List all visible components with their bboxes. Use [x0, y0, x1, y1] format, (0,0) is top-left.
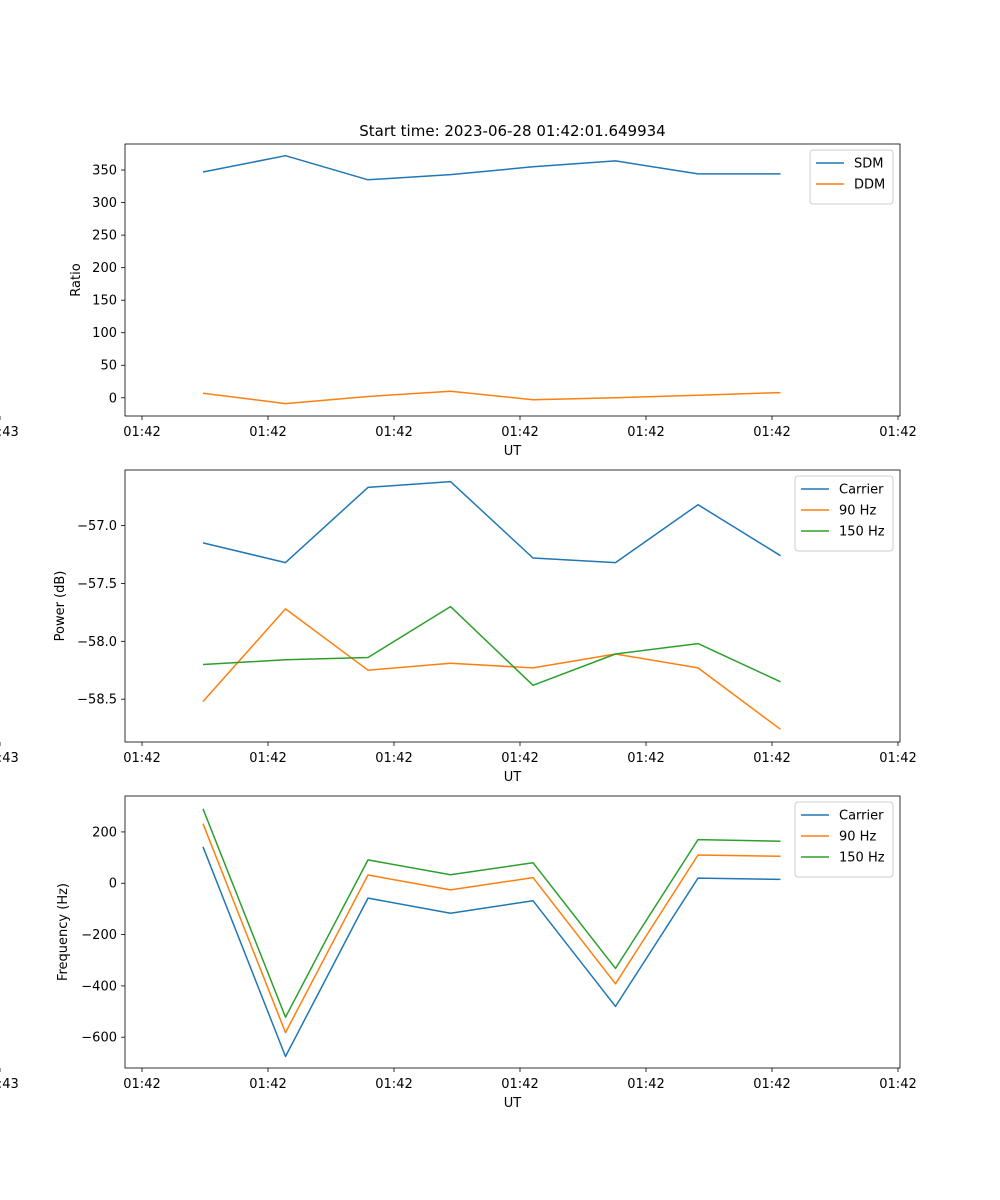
axes-frame	[124, 143, 901, 417]
legend-label: 150 Hz	[839, 525, 885, 540]
axes-frame	[124, 795, 901, 1069]
y-tick-label: −57.5	[77, 577, 117, 592]
x-tick-label: 01:43	[0, 425, 19, 440]
y-tick-label: 200	[92, 261, 117, 276]
x-tick-label: 01:42	[753, 1077, 790, 1092]
x-tick-label: 01:42	[501, 425, 538, 440]
x-tick-label: 01:43	[0, 1077, 19, 1092]
x-tick-label: 01:42	[753, 425, 790, 440]
x-tick-label: 01:42	[123, 425, 160, 440]
y-axis-label: Ratio	[69, 263, 84, 296]
legend-label: Carrier	[839, 809, 884, 824]
chart-panel-3: 01:42 01:42 01:42 01:42 01:42 01:42 01:42 01:43…	[0, 795, 917, 1111]
series-line-90-hz	[202, 823, 781, 1034]
series-line-carrier	[202, 846, 781, 1058]
x-tick-label: 01:42	[249, 751, 286, 766]
x-tick-label: 01:42	[627, 425, 664, 440]
x-tick-label: 01:42	[627, 751, 664, 766]
x-axis-label: UT	[504, 770, 522, 785]
y-tick-label: −600	[81, 1031, 117, 1046]
x-tick-label: 01:43	[0, 751, 19, 766]
y-tick-label: 150	[92, 294, 117, 309]
x-tick-label: 01:42	[123, 1077, 160, 1092]
x-tick-label: 01:42	[375, 425, 412, 440]
y-tick-label: 250	[92, 229, 117, 244]
x-tick-label: 01:42	[501, 1077, 538, 1092]
y-tick-label: −58.0	[77, 635, 117, 650]
chart-panel-1: 01:42 01:42 01:42 01:42 01:42 01:42 01:42 01:43…	[0, 143, 917, 459]
y-tick-label: 100	[92, 326, 117, 341]
series-line-90-hz	[202, 608, 781, 730]
y-tick-label: 300	[92, 196, 117, 211]
figure-title: Start time: 2023-06-28 01:42:01.649934	[359, 122, 665, 140]
series-line-150-hz	[202, 605, 781, 687]
y-tick-label: −200	[81, 928, 117, 943]
y-tick-label: 0	[109, 391, 117, 406]
legend: Carrier 90 Hz 150 Hz	[794, 475, 894, 552]
x-tick-label: 01:42	[375, 751, 412, 766]
series-line-ddm	[202, 390, 781, 405]
y-axis-label: Power (dB)	[53, 571, 68, 642]
x-tick-label: 01:42	[375, 1077, 412, 1092]
y-tick-label: 350	[92, 164, 117, 179]
x-tick-label: 01:42	[879, 425, 916, 440]
x-tick-label: 01:42	[879, 751, 916, 766]
legend-label: 90 Hz	[839, 830, 876, 845]
x-tick-label: 01:42	[879, 1077, 916, 1092]
x-tick-label: 01:42	[249, 425, 286, 440]
y-axis-label: Frequency (Hz)	[56, 883, 71, 981]
legend-label: SDM	[854, 157, 883, 172]
legend-box	[794, 475, 894, 552]
series-line-carrier	[202, 480, 781, 564]
y-tick-label: −400	[81, 979, 117, 994]
legend-label: DDM	[854, 178, 885, 193]
x-tick-label: 01:42	[123, 751, 160, 766]
x-axis-label: UT	[504, 444, 522, 459]
x-tick-label: 01:42	[501, 751, 538, 766]
y-tick-label: 200	[92, 825, 117, 840]
x-axis-label: UT	[504, 1096, 522, 1111]
series-line-150-hz	[202, 808, 781, 1018]
legend-box	[794, 801, 894, 878]
legend-label: 150 Hz	[839, 851, 885, 866]
y-tick-label: 0	[109, 877, 117, 892]
legend-label: Carrier	[839, 483, 884, 498]
x-tick-label: 01:42	[249, 1077, 286, 1092]
axes-frame	[124, 469, 901, 743]
y-tick-label: −58.5	[77, 693, 117, 708]
legend: SDM DDM	[809, 149, 894, 205]
series-line-sdm	[202, 154, 781, 181]
legend-label: 90 Hz	[839, 504, 876, 519]
y-tick-label: 50	[100, 359, 117, 374]
x-tick-label: 01:42	[627, 1077, 664, 1092]
chart-panel-2: 01:42 01:42 01:42 01:42 01:42 01:42 01:42 01:43…	[0, 469, 917, 785]
legend: Carrier 90 Hz 150 Hz	[794, 801, 894, 878]
y-tick-label: −57.0	[77, 519, 117, 534]
x-tick-label: 01:42	[753, 751, 790, 766]
